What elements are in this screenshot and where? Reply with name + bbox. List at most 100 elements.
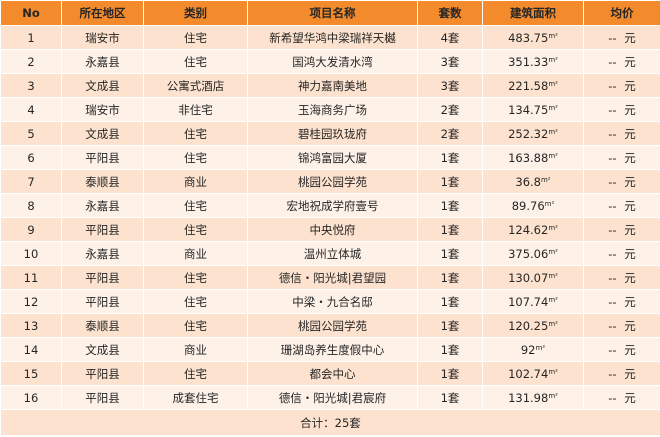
table-row: 4 瑞安市 非住宅 玉海商务广场 2套 134.75m² -- 元 <box>0 97 660 122</box>
cell-price: -- 元 <box>583 361 660 386</box>
cell-area: 221.58m² <box>482 73 584 98</box>
cell-category: 住宅 <box>143 361 248 386</box>
cell-no: 16 <box>0 385 62 410</box>
area-unit: m² <box>548 319 558 328</box>
cell-units: 1套 <box>417 313 483 338</box>
cell-price: -- 元 <box>583 337 660 362</box>
col-header-category: 类别 <box>143 0 248 26</box>
cell-units: 1套 <box>417 289 483 314</box>
area-value: 89.76 <box>511 198 545 213</box>
cell-no: 5 <box>0 121 62 146</box>
cell-no: 14 <box>0 337 62 362</box>
cell-no: 8 <box>0 193 62 218</box>
cell-region: 文成县 <box>61 337 144 362</box>
col-header-project: 项目名称 <box>247 0 418 26</box>
cell-region: 平阳县 <box>61 289 144 314</box>
table-row: 10 永嘉县 商业 温州立体城 1套 375.06m² -- 元 <box>0 241 660 266</box>
cell-area: 89.76m² <box>482 193 584 218</box>
cell-category: 住宅 <box>143 193 248 218</box>
area-value: 131.98 <box>508 390 549 405</box>
area-value: 483.75 <box>508 30 549 45</box>
cell-units: 2套 <box>417 121 483 146</box>
cell-project: 德信・阳光城|君宸府 <box>247 385 418 410</box>
total-cell: 合计：25套 <box>0 409 660 436</box>
area-unit: m² <box>548 391 558 400</box>
cell-units: 4套 <box>417 25 483 50</box>
cell-price: -- 元 <box>583 121 660 146</box>
cell-area: 92m² <box>482 337 584 362</box>
area-value: 375.06 <box>508 246 549 261</box>
cell-units: 1套 <box>417 169 483 194</box>
header-row: No 所在地区 类别 项目名称 套数 建筑面积 均价 <box>0 0 660 26</box>
cell-category: 住宅 <box>143 289 248 314</box>
cell-project: 温州立体城 <box>247 241 418 266</box>
cell-project: 碧桂园玖珑府 <box>247 121 418 146</box>
area-unit: m² <box>548 247 558 256</box>
col-header-area: 建筑面积 <box>482 0 584 26</box>
cell-project: 珊湖岛养生度假中心 <box>247 337 418 362</box>
area-unit: m² <box>548 295 558 304</box>
cell-price: -- 元 <box>583 169 660 194</box>
cell-project: 中梁・九合名邸 <box>247 289 418 314</box>
cell-project: 都会中心 <box>247 361 418 386</box>
cell-category: 公寓式酒店 <box>143 73 248 98</box>
cell-no: 10 <box>0 241 62 266</box>
cell-project: 桃园公园学苑 <box>247 169 418 194</box>
cell-area: 124.62m² <box>482 217 584 242</box>
cell-project: 中央悦府 <box>247 217 418 242</box>
cell-price: -- 元 <box>583 265 660 290</box>
cell-units: 3套 <box>417 73 483 98</box>
area-unit: m² <box>548 31 558 40</box>
cell-units: 1套 <box>417 241 483 266</box>
area-value: 130.07 <box>508 270 549 285</box>
area-unit: m² <box>548 271 558 280</box>
cell-category: 住宅 <box>143 25 248 50</box>
cell-region: 瑞安市 <box>61 25 144 50</box>
area-value: 92 <box>520 342 536 357</box>
cell-category: 住宅 <box>143 313 248 338</box>
cell-area: 351.33m² <box>482 49 584 74</box>
cell-units: 1套 <box>417 193 483 218</box>
col-header-region: 所在地区 <box>61 0 144 26</box>
cell-region: 永嘉县 <box>61 193 144 218</box>
cell-category: 商业 <box>143 169 248 194</box>
area-unit: m² <box>548 103 558 112</box>
table-row: 5 文成县 住宅 碧桂园玖珑府 2套 252.32m² -- 元 <box>0 121 660 146</box>
table-row: 15 平阳县 住宅 都会中心 1套 102.74m² -- 元 <box>0 361 660 386</box>
cell-area: 36.8m² <box>482 169 584 194</box>
cell-units: 1套 <box>417 145 483 170</box>
cell-area: 120.25m² <box>482 313 584 338</box>
cell-project: 国鸿大发清水湾 <box>247 49 418 74</box>
area-unit: m² <box>548 367 558 376</box>
area-unit: m² <box>540 175 551 184</box>
area-unit: m² <box>548 223 558 232</box>
cell-project: 桃园公园学苑 <box>247 313 418 338</box>
cell-no: 9 <box>0 217 62 242</box>
area-unit: m² <box>548 127 558 136</box>
col-header-price: 均价 <box>583 0 660 26</box>
area-value: 163.88 <box>508 150 549 165</box>
cell-no: 1 <box>0 25 62 50</box>
table-row: 8 永嘉县 住宅 宏地祝成学府壹号 1套 89.76m² -- 元 <box>0 193 660 218</box>
total-row: 合计：25套 <box>0 409 660 436</box>
cell-no: 15 <box>0 361 62 386</box>
cell-area: 483.75m² <box>482 25 584 50</box>
cell-region: 平阳县 <box>61 361 144 386</box>
area-value: 252.32 <box>508 126 549 141</box>
cell-category: 住宅 <box>143 217 248 242</box>
cell-area: 102.74m² <box>482 361 584 386</box>
cell-price: -- 元 <box>583 313 660 338</box>
cell-category: 住宅 <box>143 49 248 74</box>
col-header-units: 套数 <box>417 0 483 26</box>
cell-project: 神力嘉南美地 <box>247 73 418 98</box>
cell-area: 252.32m² <box>482 121 584 146</box>
table-row: 1 瑞安市 住宅 新希望华鸿中梁瑞祥天樾 4套 483.75m² -- 元 <box>0 25 660 50</box>
cell-region: 平阳县 <box>61 145 144 170</box>
table-body: 1 瑞安市 住宅 新希望华鸿中梁瑞祥天樾 4套 483.75m² -- 元 2 永嘉县 住宅 国鸿大… <box>0 25 660 410</box>
table-row: 6 平阳县 住宅 锦鸿富园大厦 1套 163.88m² -- 元 <box>0 145 660 170</box>
cell-price: -- 元 <box>583 145 660 170</box>
area-unit: m² <box>548 79 558 88</box>
cell-region: 泰顺县 <box>61 313 144 338</box>
area-unit: m² <box>544 199 555 208</box>
